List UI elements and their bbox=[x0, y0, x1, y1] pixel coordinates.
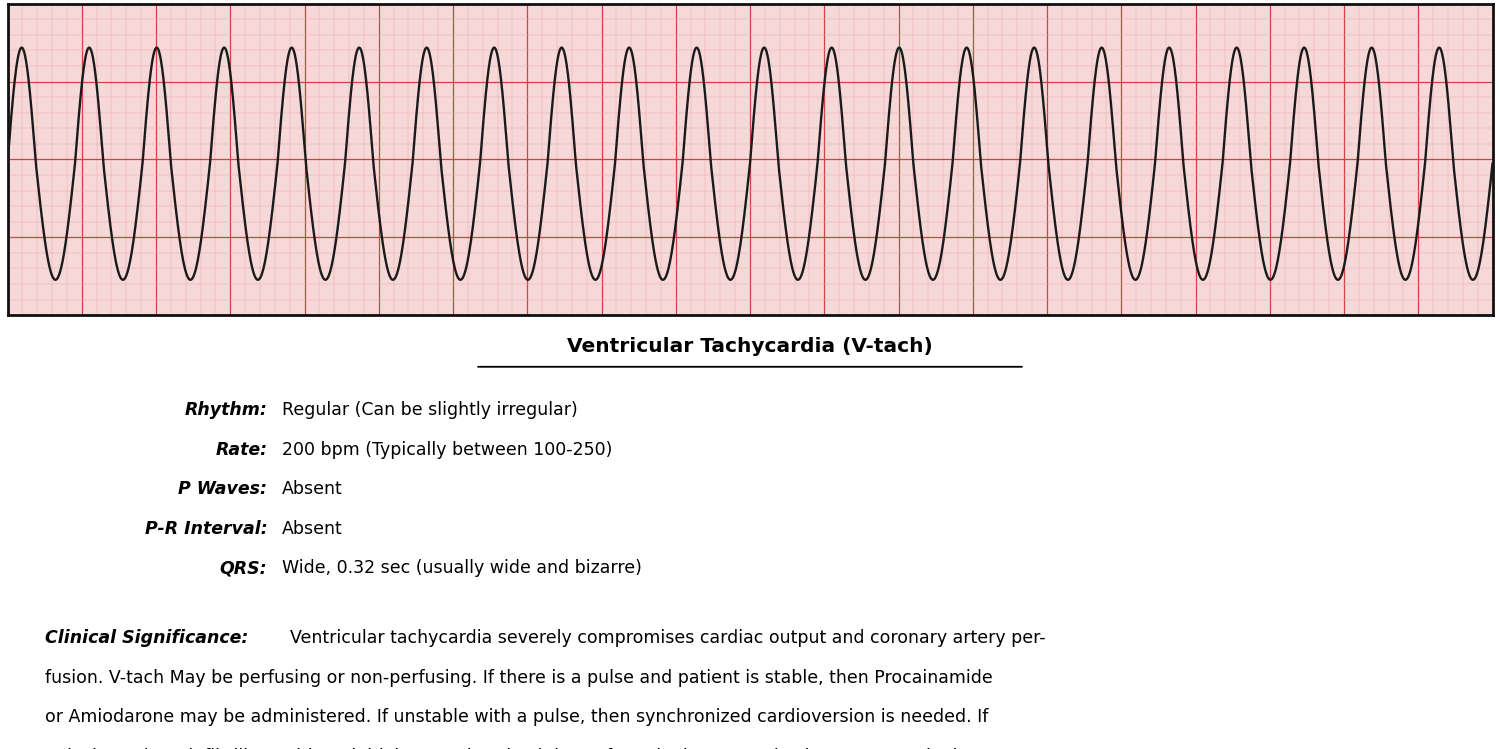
Text: fusion. V-tach May be perfusing or non-perfusing. If there is a pulse and patien: fusion. V-tach May be perfusing or non-p… bbox=[45, 669, 993, 687]
Text: pulseless, then defibrillate with an initial unsynchronized dose of 360 joules m: pulseless, then defibrillate with an ini… bbox=[45, 748, 976, 749]
Text: Rhythm:: Rhythm: bbox=[184, 401, 267, 419]
Text: Absent: Absent bbox=[282, 520, 344, 538]
Text: 200 bpm (Typically between 100-250): 200 bpm (Typically between 100-250) bbox=[282, 440, 612, 458]
Text: Wide, 0.32 sec (usually wide and bizarre): Wide, 0.32 sec (usually wide and bizarre… bbox=[282, 560, 642, 577]
Text: Ventricular Tachycardia (V-tach): Ventricular Tachycardia (V-tach) bbox=[567, 337, 933, 356]
Text: or Amiodarone may be administered. If unstable with a pulse, then synchronized c: or Amiodarone may be administered. If un… bbox=[45, 709, 988, 727]
Text: Regular (Can be slightly irregular): Regular (Can be slightly irregular) bbox=[282, 401, 578, 419]
Text: Clinical Significance:: Clinical Significance: bbox=[45, 629, 248, 647]
Text: P Waves:: P Waves: bbox=[178, 480, 267, 498]
Text: Rate:: Rate: bbox=[216, 440, 267, 458]
Text: Ventricular tachycardia severely compromises cardiac output and coronary artery : Ventricular tachycardia severely comprom… bbox=[290, 629, 1046, 647]
Text: QRS:: QRS: bbox=[219, 560, 267, 577]
Text: Absent: Absent bbox=[282, 480, 344, 498]
Text: P-R Interval:: P-R Interval: bbox=[144, 520, 267, 538]
